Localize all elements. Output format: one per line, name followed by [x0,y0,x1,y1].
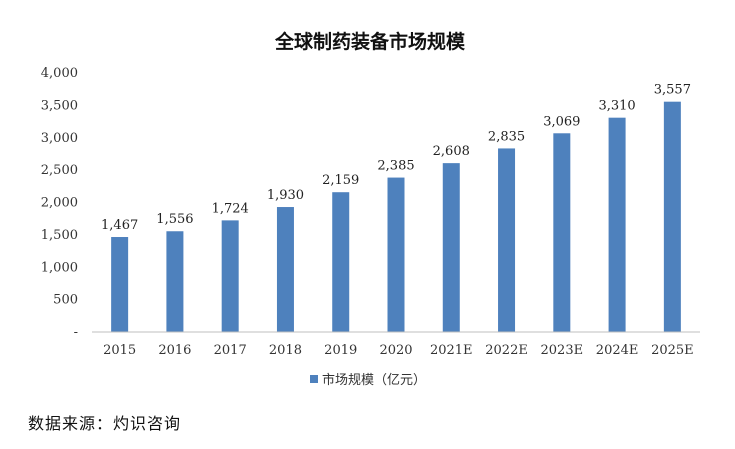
x-tick-label: 2016 [158,343,191,358]
x-tick-label: 2018 [269,343,302,358]
x-tick-label: 2025E [651,343,694,358]
bar-value-label: 1,556 [156,212,193,227]
y-tick-label: 3,500 [41,98,78,113]
bar-value-label: 3,069 [543,114,580,129]
x-tick-label: 2017 [214,343,247,358]
bar [166,231,184,332]
x-tick-label: 2024E [596,343,639,358]
x-tick-label: 2020 [379,343,412,358]
chart-title: 全球制药装备市场规模 [274,30,466,53]
bar-value-label: 1,930 [267,188,304,203]
bar [663,101,681,332]
bar-value-label: 3,557 [654,83,691,98]
y-tick-label: - [74,325,78,340]
bar-value-label: 2,385 [377,159,414,174]
bar [276,207,294,332]
x-tick-label: 2015 [103,343,136,358]
bar-value-label: 2,608 [433,144,470,159]
bar [387,177,405,332]
y-tick-label: 2,500 [41,163,78,178]
bar [498,148,516,332]
y-tick-label: 1,000 [41,260,78,275]
y-tick-label: 2,000 [41,196,78,211]
data-source-note: 数据来源：灼识咨询 [28,414,182,433]
x-tick-label: 2022E [485,343,528,358]
y-tick-label: 500 [53,293,78,308]
y-tick-label: 3,000 [41,131,78,146]
bar-value-label: 1,467 [101,218,138,233]
bar-value-label: 1,724 [212,201,249,216]
x-tick-label: 2023E [541,343,584,358]
y-axis: 4,000 3,500 3,000 2,500 2,000 1,500 1,000 500 - [41,66,78,340]
x-tick-label: 2019 [324,343,357,358]
x-axis: 2015 2016 2017 2018 2019 2020 2021E 2022E 2023E 2… [92,331,700,358]
x-tick-label: 2021E [430,343,473,358]
legend-swatch [310,375,318,383]
bar-value-label: 2,835 [488,129,525,144]
bar [442,163,460,332]
legend: 市场规模（亿元） [310,372,426,388]
bar [608,117,626,333]
bar-value-label: 3,310 [598,99,635,114]
y-tick-label: 1,500 [41,228,78,243]
legend-label: 市场规模（亿元） [322,372,426,388]
bar [553,133,571,332]
y-tick-label: 4,000 [41,66,78,81]
bar-value-label: 2,159 [322,173,359,188]
bar [332,192,350,332]
bar [111,237,129,332]
bar [221,220,239,332]
bar-series: 1,467 1,556 1,724 1,930 2,159 2,385 2,608 2,835… [101,83,691,333]
